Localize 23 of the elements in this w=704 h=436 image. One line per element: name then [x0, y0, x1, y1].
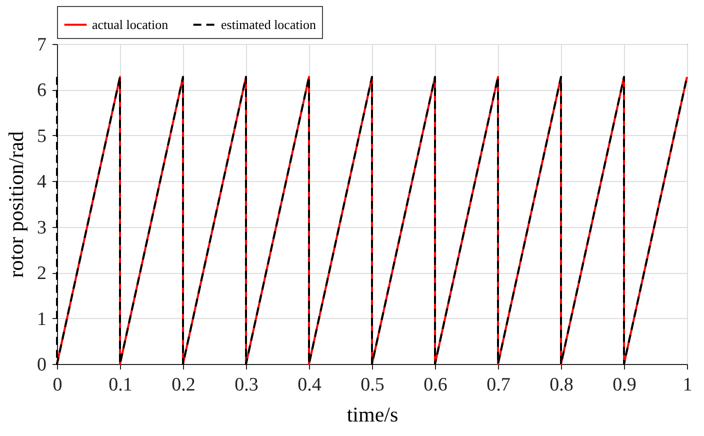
y-tick-label: 5 — [37, 126, 46, 147]
x-tick-label: 1 — [682, 374, 692, 396]
x-tick-label: 0.5 — [360, 374, 384, 396]
x-tick-label: 0.3 — [234, 374, 258, 396]
x-axis-title: time/s — [346, 402, 398, 426]
x-tick-label: 0.4 — [298, 374, 322, 396]
x-tick-label: 0.6 — [424, 374, 448, 396]
y-axis-title: rotor position/rad — [4, 130, 28, 278]
y-tick-label: 4 — [37, 172, 47, 193]
y-tick-label: 1 — [37, 308, 46, 330]
x-tick-label: 0.9 — [612, 374, 636, 396]
legend-label: estimated location — [221, 16, 316, 32]
y-tick-label: 7 — [37, 34, 46, 56]
x-tick-label: 0.2 — [172, 374, 196, 396]
y-tick-label: 0 — [37, 354, 46, 376]
x-tick-label: 0.7 — [486, 374, 510, 396]
legend-label: actual location — [92, 16, 169, 32]
y-tick-label: 2 — [37, 263, 46, 284]
x-tick-label: 0.1 — [108, 374, 132, 396]
y-tick-label: 3 — [37, 217, 46, 238]
y-tick-label: 6 — [37, 80, 46, 102]
x-tick-label: 0.8 — [550, 374, 574, 396]
x-tick-label: 0 — [52, 374, 62, 396]
